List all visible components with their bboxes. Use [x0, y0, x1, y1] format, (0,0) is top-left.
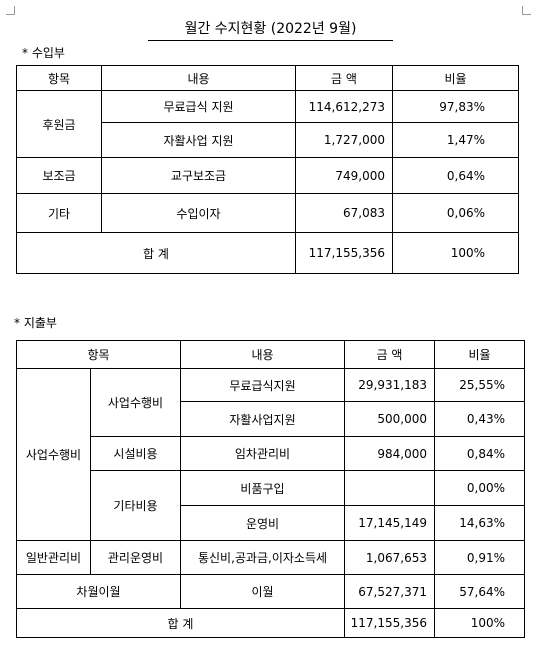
cell: 합 계 [16, 232, 296, 274]
cell: 자활사업 지원 [101, 122, 296, 158]
section-label: * 수입부 [22, 46, 65, 60]
cell: 임차관리비 [180, 436, 345, 471]
cell: 0,64% [392, 157, 519, 194]
cell: 후원금 [16, 90, 102, 158]
cell: 비품구입 [180, 470, 345, 506]
cell: 무료급식 지원 [101, 90, 296, 123]
cell: 일반관리비 [16, 540, 91, 575]
cell: 내용 [101, 65, 296, 91]
section-label: * 지출부 [14, 316, 57, 330]
cell: 17,145,149 [344, 505, 435, 541]
cell: 0,43% [434, 401, 525, 437]
cell: 무료급식지원 [180, 368, 345, 402]
cell: 운영비 [180, 505, 345, 541]
row: 일반관리비 관리운영비 통신비,공과금,이자소득세 1,067,653 0,91… [16, 540, 525, 575]
row: 운영비 17,145,149 14,63% [17, 505, 525, 541]
cell: 기타 [16, 193, 102, 233]
income-table: 항목 내용 금 액 비율 후원금 무료급식 지원 114,612,273 97,… [16, 65, 519, 274]
cell: 114,612,273 [295, 90, 393, 123]
cell: 29,931,183 [344, 368, 435, 402]
cell [344, 470, 435, 506]
cell: 이월 [180, 574, 345, 609]
cell: 1,727,000 [295, 122, 393, 158]
cell: 금 액 [344, 340, 435, 369]
header-row: 항목 내용 금 액 비율 [16, 65, 519, 91]
header-row: 항목 내용 금 액 비율 [16, 340, 525, 369]
row: 보조금 교구보조금 749,000 0,64% [16, 157, 519, 194]
row: 차월이월 이월 67,527,371 57,64% [16, 574, 525, 609]
cell: 항목 [16, 65, 102, 91]
row: 기타비용 비품구입 0,00% [17, 470, 525, 541]
cell: 항목 [16, 340, 181, 369]
row: 자활사업 지원 1,727,000 1,47% [17, 122, 519, 158]
cell: 0,84% [434, 436, 525, 471]
cell: 1,067,653 [344, 540, 435, 575]
cell: 100% [392, 232, 519, 274]
cell: 117,155,356 [344, 608, 435, 638]
cell: 0,00% [434, 470, 525, 506]
cell: 749,000 [295, 157, 393, 194]
cell: 500,000 [344, 401, 435, 437]
cell: 금 액 [295, 65, 393, 91]
cell: 내용 [180, 340, 345, 369]
title: 월간 수지현황 (2022년 9월) [148, 18, 393, 41]
cell: 자활사업지원 [180, 401, 345, 437]
total-row: 합 계 117,155,356 100% [16, 232, 519, 274]
row: 자활사업지원 500,000 0,43% [17, 401, 525, 437]
cell: 984,000 [344, 436, 435, 471]
cell: 관리운영비 [90, 540, 181, 575]
cell: 비율 [434, 340, 525, 369]
total-row: 합 계 117,155,356 100% [16, 608, 525, 638]
cell: 수입이자 [101, 193, 296, 233]
cell: 67,083 [295, 193, 393, 233]
cell: 비율 [392, 65, 519, 91]
corner-mark [522, 6, 531, 15]
expense-table: 항목 내용 금 액 비율 사업수행비 사업수행비 무료급식지원 29,931,1… [16, 340, 525, 638]
corner-mark [6, 6, 15, 15]
cell: 시설비용 [90, 436, 181, 471]
cell: 57,64% [434, 574, 525, 609]
cell: 0,06% [392, 193, 519, 233]
cell: 합 계 [16, 608, 345, 638]
row: 사업수행비 사업수행비 무료급식지원 29,931,183 25,55% [16, 368, 525, 541]
cell: 25,55% [434, 368, 525, 402]
cell: 차월이월 [16, 574, 181, 609]
row: 기타 수입이자 67,083 0,06% [16, 193, 519, 233]
cell: 14,63% [434, 505, 525, 541]
row: 시설비용 임차관리비 984,000 0,84% [17, 436, 525, 471]
cell: 사업수행비 [16, 368, 91, 541]
cell: 기타비용 [90, 470, 181, 541]
cell: 97,83% [392, 90, 519, 123]
cell: 100% [434, 608, 525, 638]
cell: 사업수행비 [90, 368, 181, 437]
cell: 교구보조금 [101, 157, 296, 194]
cell: 보조금 [16, 157, 102, 194]
cell: 통신비,공과금,이자소득세 [180, 540, 345, 575]
cell: 1,47% [392, 122, 519, 158]
cell: 67,527,371 [344, 574, 435, 609]
row: 후원금 무료급식 지원 114,612,273 97,83% [16, 90, 519, 158]
cell: 117,155,356 [295, 232, 393, 274]
cell: 0,91% [434, 540, 525, 575]
